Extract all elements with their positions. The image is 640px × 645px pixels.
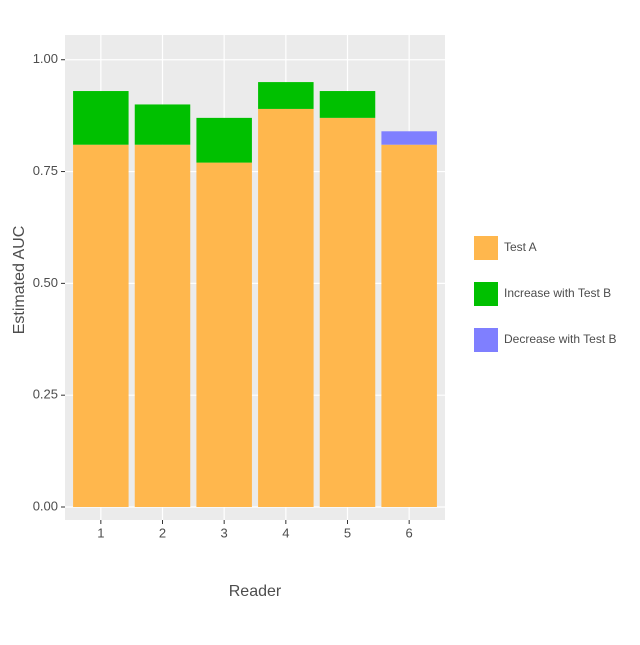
y-axis-title: Estimated AUC [11, 226, 28, 334]
bar-segment [258, 108, 314, 507]
x-tick-label: 6 [406, 525, 413, 540]
x-tick-label: 4 [282, 525, 289, 540]
y-tick-label: 0.00 [33, 498, 58, 513]
bar-segment [319, 91, 376, 118]
x-tick-label: 2 [159, 525, 166, 540]
legend-key [474, 236, 498, 260]
y-tick-label: 1.00 [33, 51, 58, 66]
legend-key [474, 282, 498, 306]
bar-segment [73, 144, 129, 507]
y-tick-label: 0.75 [33, 163, 58, 178]
x-axis-title: Reader [229, 583, 282, 600]
x-tick-label: 1 [97, 525, 104, 540]
legend-label: Test A [504, 240, 537, 254]
bar-segment [381, 131, 437, 145]
bar-segment [319, 117, 376, 507]
bar-segment [134, 104, 191, 145]
legend-label: Increase with Test B [504, 286, 611, 300]
bar-segment [196, 117, 252, 163]
bar-segment [381, 144, 437, 507]
bar-segment [73, 91, 129, 145]
y-tick-label: 0.25 [33, 387, 58, 402]
bar-segment [134, 144, 191, 507]
bar-segment [196, 162, 252, 507]
legend-key [474, 328, 498, 352]
bar-segment [258, 82, 314, 109]
x-tick-label: 3 [221, 525, 228, 540]
legend-label: Decrease with Test B [504, 332, 617, 346]
x-tick-label: 5 [344, 525, 351, 540]
y-tick-label: 0.50 [33, 275, 58, 290]
